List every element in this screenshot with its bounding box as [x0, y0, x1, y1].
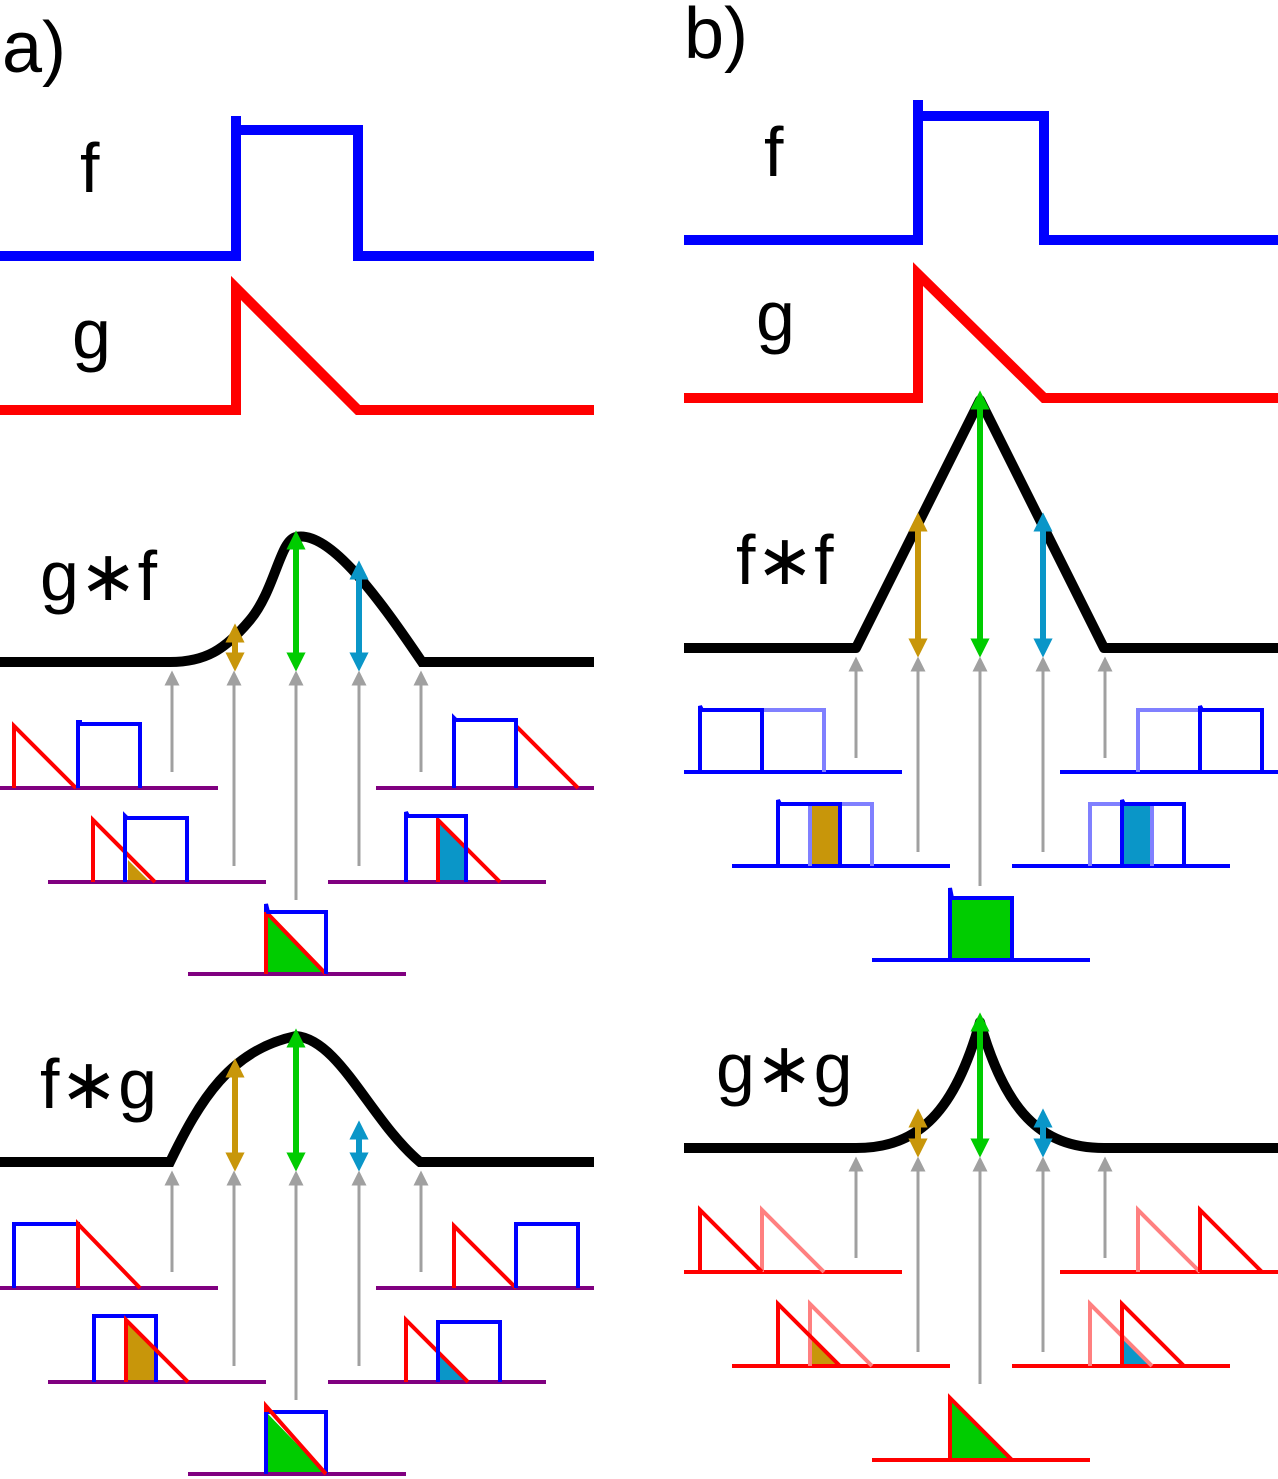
panel-b: b) f g f∗f — [684, 0, 1278, 1462]
panel-a-f-curve — [0, 116, 594, 261]
panel-a-conv1-label: g∗f — [40, 537, 158, 615]
panel-a-label: a) — [2, 8, 66, 88]
panel-b-label: b) — [684, 0, 748, 74]
panel-b-g-label: g — [756, 277, 795, 355]
panel-b-conv1-guides — [848, 656, 1113, 886]
panel-b-f-curve — [684, 100, 1278, 245]
panel-a-conv2-guides — [164, 1170, 429, 1400]
panel-a-f-label: f — [80, 129, 100, 207]
panel-a-g-label: g — [72, 295, 111, 373]
panel-a-conv2-offsets — [0, 1219, 594, 1476]
panel-b-conv2-label: g∗g — [716, 1029, 853, 1107]
panel-a-conv2-label: f∗g — [40, 1045, 157, 1123]
panel-a-conv1-curve — [0, 531, 594, 667]
panel-b-conv1-offsets — [684, 705, 1278, 962]
panel-a-conv1-guides — [164, 670, 429, 900]
panel-b-conv1-label: f∗f — [736, 521, 834, 599]
panel-b-conv2-guides — [848, 1156, 1113, 1384]
panel-b-g-curve — [684, 262, 1278, 403]
panel-a-conv1-offsets — [0, 713, 594, 976]
panel-a: a) f g g∗f — [0, 8, 594, 1476]
panel-b-f-label: f — [764, 113, 784, 191]
panel-b-conv2-offsets — [684, 1205, 1278, 1462]
panel-a-g-curve — [0, 275, 594, 415]
